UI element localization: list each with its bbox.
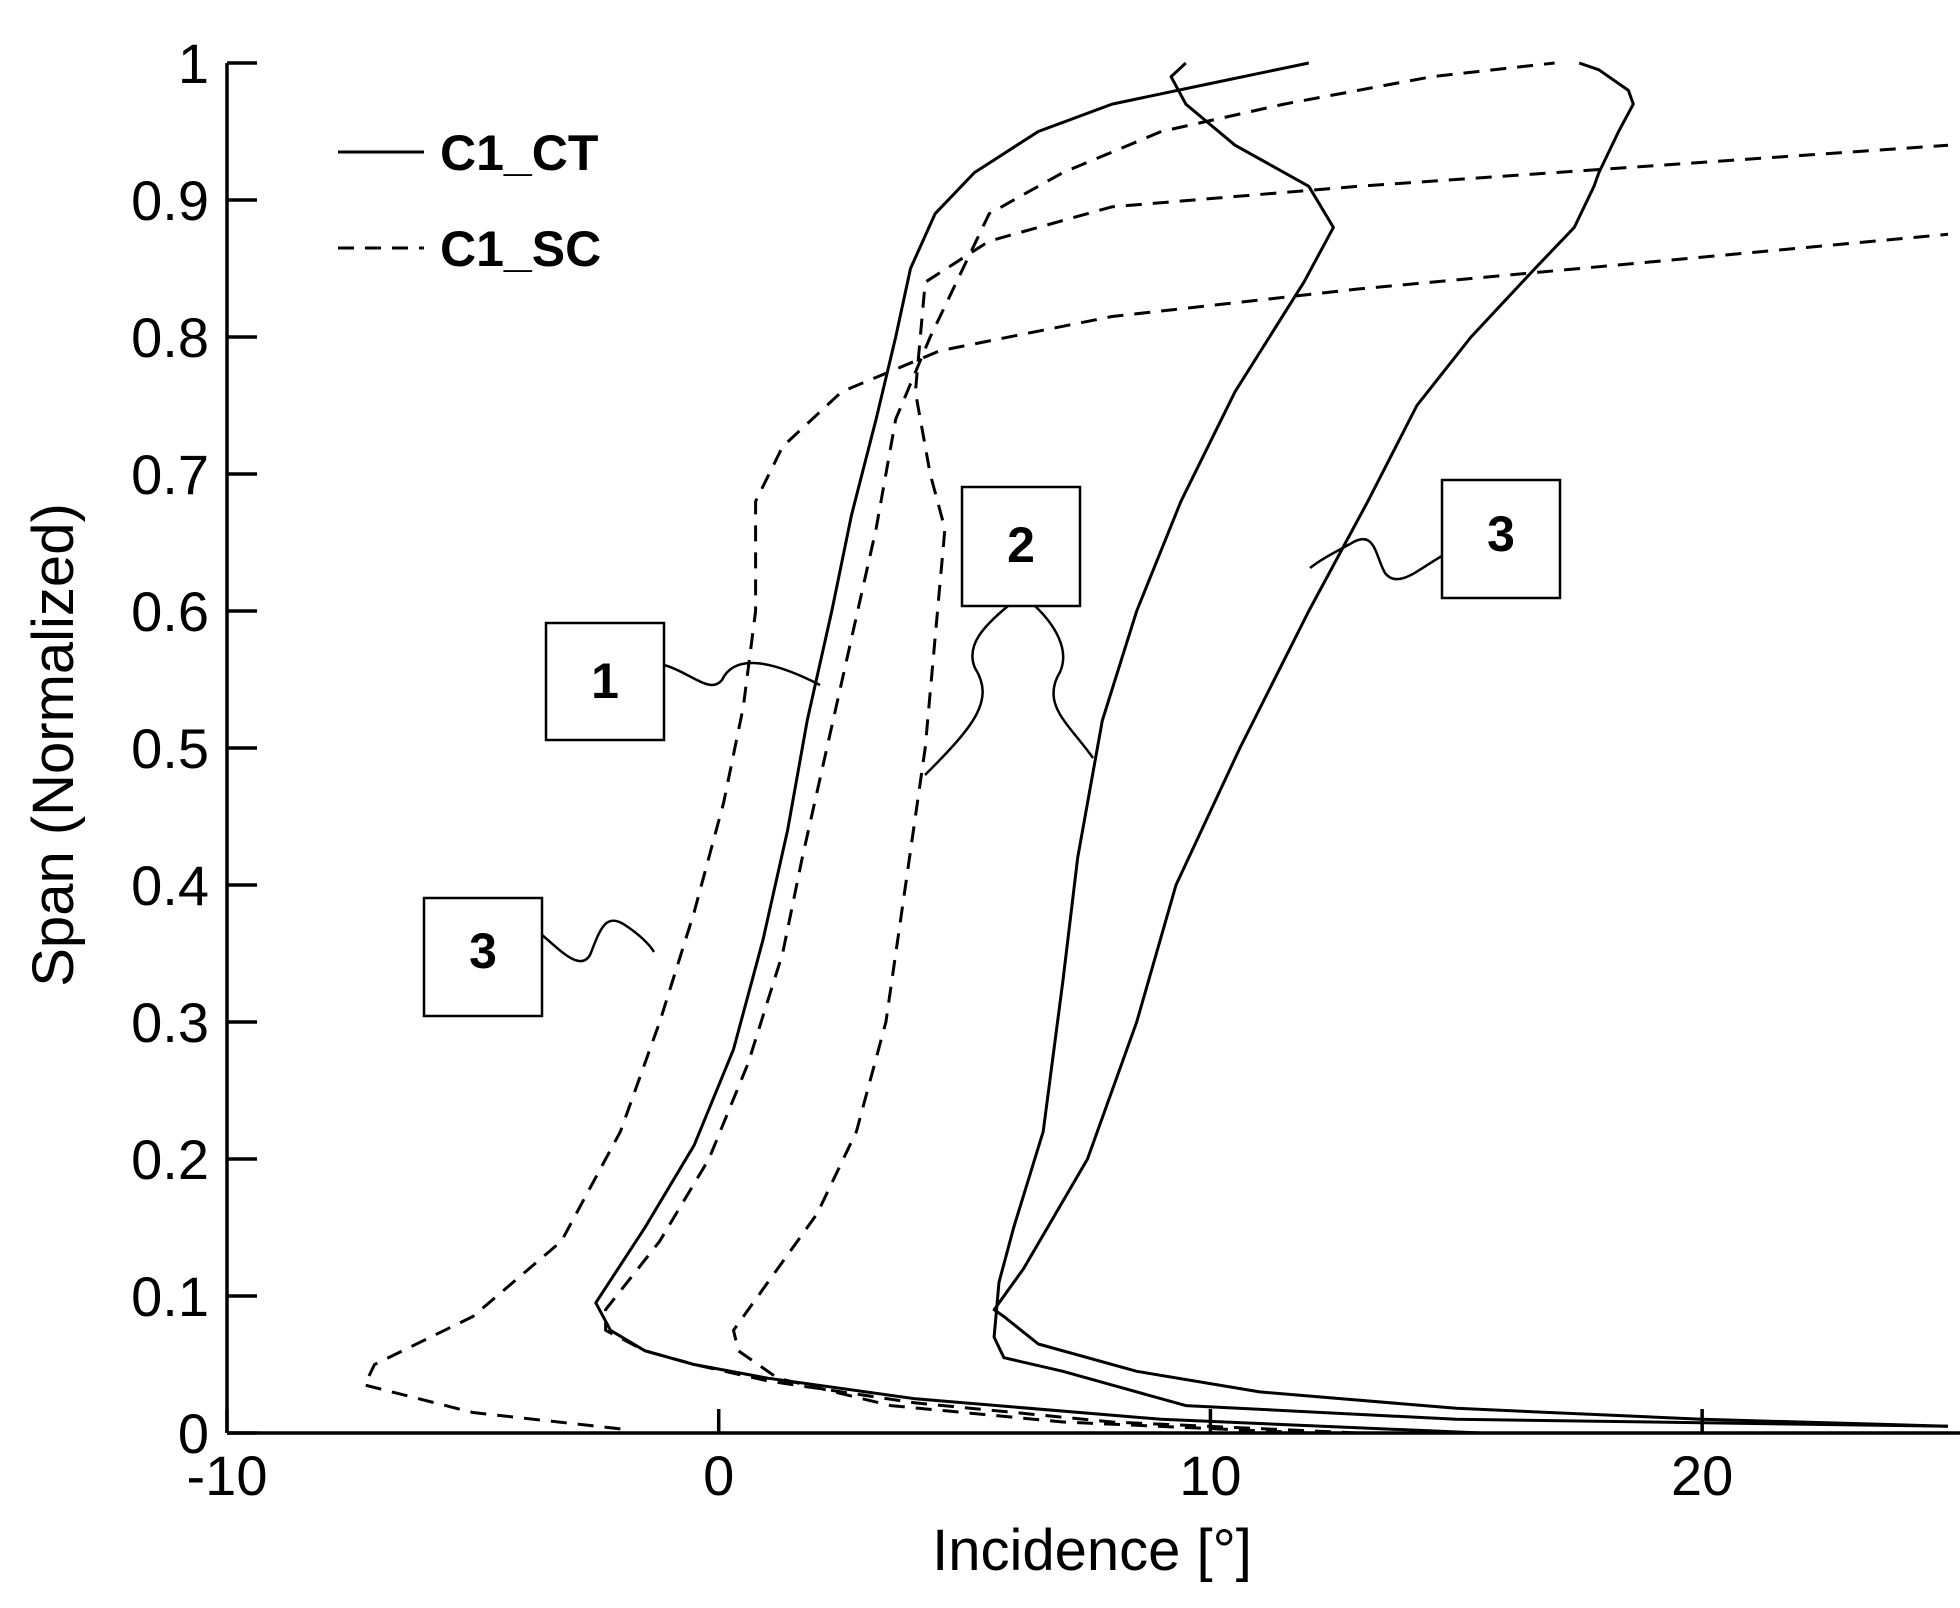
y-axis: 0 0.1 0.2 0.3 0.4 0.5 0.6 0.7 0.8 0.9 1	[131, 32, 257, 1465]
y-tick-label: 0.7	[131, 443, 209, 506]
callout-1-box	[544, 621, 666, 742]
y-tick-label: 0.1	[131, 1265, 209, 1328]
callout-3-left-label: 3	[469, 923, 497, 979]
callout-3-left-box	[422, 896, 544, 1018]
legend-label-c1-ct: C1_CT	[440, 125, 598, 181]
callout-3-left: 3	[422, 896, 656, 1018]
x-tick-label: 10	[1179, 1444, 1241, 1507]
y-tick-label: 0.4	[131, 854, 209, 917]
callout-1-label: 1	[591, 653, 619, 709]
y-tick-label: 0	[178, 1402, 209, 1465]
y-tick-label: 0.2	[131, 1128, 209, 1191]
series-line-c1-ct-2	[992, 61, 1949, 1428]
x-axis: -10 0 10 20	[187, 1409, 1960, 1507]
series-line-c1-ct-1	[594, 61, 1481, 1435]
callout-3-right-box	[1440, 478, 1562, 600]
series-group	[363, 61, 1949, 1435]
y-tick-label: 0.3	[131, 991, 209, 1054]
y-tick-label: 0.6	[131, 580, 209, 643]
series-line-c1-sc-2	[732, 143, 1949, 1435]
callout-3-right-leader	[1309, 537, 1443, 581]
callout-3-right: 3	[1309, 478, 1562, 600]
y-tick-label: 1	[178, 32, 209, 95]
callout-2: 2	[924, 485, 1095, 776]
y-tick-label: 0.9	[131, 169, 209, 232]
legend-label-c1-sc: C1_SC	[440, 221, 601, 277]
legend: C1_CT C1_SC	[338, 125, 601, 277]
x-tick-label: 0	[703, 1444, 734, 1507]
y-tick-label: 0.5	[131, 717, 209, 780]
series-line-c1-sc-3	[363, 232, 1949, 1431]
callout-2-leader-right	[1034, 605, 1095, 759]
x-axis-title: Incidence [°]	[932, 1518, 1252, 1583]
x-tick-label: 20	[1671, 1444, 1733, 1507]
series-line-c1-ct-3	[992, 61, 1949, 1428]
callout-2-box	[960, 485, 1082, 608]
y-tick-label: 0.8	[131, 306, 209, 369]
callout-3-left-leader	[541, 919, 656, 963]
callout-1: 1	[544, 621, 821, 742]
callout-3-right-label: 3	[1487, 506, 1515, 562]
x-tick-label: -10	[187, 1444, 268, 1507]
callout-2-label: 2	[1007, 517, 1035, 573]
callout-2-leader-left	[924, 605, 1009, 776]
y-axis-title: Span (Normalized)	[21, 503, 86, 987]
callout-1-leader	[663, 661, 821, 687]
series-line-c1-sc-1	[604, 61, 1555, 1435]
